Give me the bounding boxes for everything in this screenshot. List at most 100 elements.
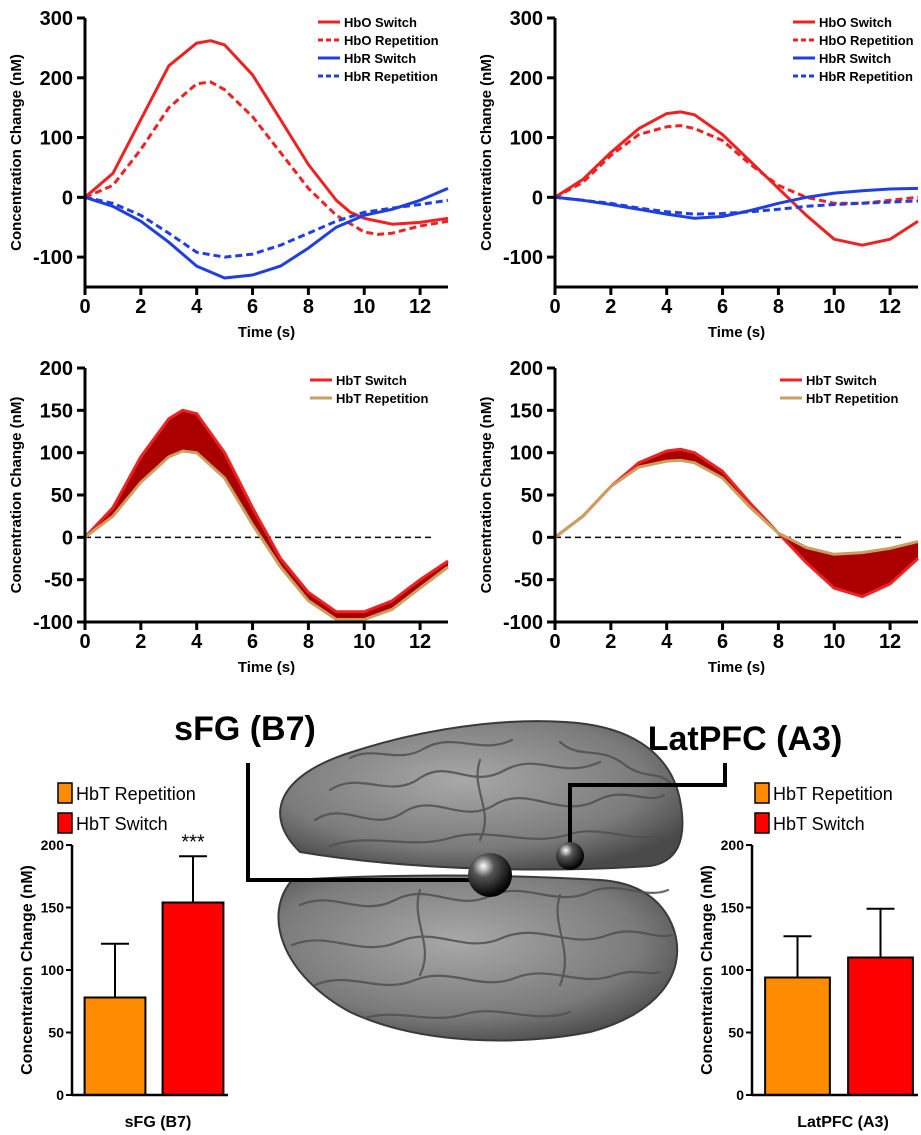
x-axis-label: LatPFC (A3) <box>797 1114 889 1131</box>
y-axis-label: Concentration Change (nM) <box>19 865 36 1075</box>
bar-hbt-repetition <box>83 996 147 1096</box>
significance-annotation: *** <box>181 831 205 853</box>
y-tick-label: 150 <box>40 400 73 422</box>
y-tick-label: 150 <box>510 400 543 422</box>
series-line-hbt-switch <box>83 408 449 614</box>
y-tick-label: 0 <box>62 187 73 209</box>
x-axis-label: Time (s) <box>708 324 765 341</box>
y-tick-label: 300 <box>510 8 543 30</box>
x-tick-label: 2 <box>605 631 616 653</box>
x-tick-label: 4 <box>661 296 673 318</box>
x-tick-label: 10 <box>823 631 845 653</box>
series-line-hbo-repetition <box>84 80 449 236</box>
y-tick-label: 100 <box>40 128 73 150</box>
x-axis-label: Time (s) <box>238 324 295 341</box>
legend-swatch <box>57 782 73 804</box>
connector-line-latpfc <box>568 763 727 852</box>
legend-label: HbR Repetition <box>344 69 438 84</box>
series-line-hbr-repetition <box>84 195 449 259</box>
legend-swatch <box>57 812 73 834</box>
y-tick-label: 200 <box>510 358 543 380</box>
y-tick-label: 200 <box>40 68 73 90</box>
difference-fill <box>555 449 918 597</box>
x-tick-label: 10 <box>353 631 375 653</box>
brain-illustration <box>246 720 727 1042</box>
y-tick-label: 100 <box>41 962 65 978</box>
x-tick-label: 2 <box>135 296 146 318</box>
y-tick-label: -100 <box>503 247 543 269</box>
legend-label: HbT Repetition <box>76 784 196 804</box>
y-tick-label: 200 <box>41 837 65 853</box>
y-tick-label: 300 <box>40 8 73 30</box>
series-line-hbt-repetition <box>554 458 919 556</box>
x-tick-label: 0 <box>549 296 560 318</box>
y-axis-label: Concentration Change (nM) <box>478 397 495 594</box>
y-tick-label: -100 <box>33 612 73 634</box>
chart-bars-latpfc: 0 50 100 150 200 LatPFC (A3) Concentration Cha… <box>699 782 918 1131</box>
x-tick-label: 0 <box>79 296 90 318</box>
electrode-marker-latpfc <box>556 842 584 870</box>
difference-fill <box>85 410 448 620</box>
y-tick-label: 150 <box>41 900 65 916</box>
y-tick-label: -50 <box>514 570 543 592</box>
legend-label: HbT Switch <box>806 373 877 388</box>
x-axis-label: sFG (B7) <box>125 1114 192 1131</box>
x-tick-label: 10 <box>353 296 375 318</box>
x-axis-label: Time (s) <box>708 659 765 676</box>
x-tick-label: 12 <box>409 296 431 318</box>
y-tick-label: 50 <box>48 1025 64 1041</box>
series-line-hbo-switch <box>84 39 449 226</box>
y-axis-label: Concentration Change (nM) <box>699 865 716 1075</box>
y-tick-label: 0 <box>62 527 73 549</box>
x-tick-label: 6 <box>717 296 728 318</box>
y-tick-label: 150 <box>721 900 745 916</box>
y-tick-label: 0 <box>532 527 543 549</box>
x-tick-label: 8 <box>773 631 784 653</box>
chart-hb-latpfc: -100 0 100 200 300 0 2 4 6 8 10 12 Time (s) Concentra… <box>478 8 919 341</box>
legend-label: HbT Repetition <box>806 391 898 406</box>
region-title-latpfc: LatPFC (A3) <box>648 720 843 758</box>
x-tick-label: 12 <box>879 296 901 318</box>
legend-swatch <box>754 782 770 804</box>
legend-label: HbR Repetition <box>819 69 913 84</box>
x-tick-label: 10 <box>823 296 845 318</box>
legend-label: HbO Switch <box>344 15 417 30</box>
x-tick-label: 0 <box>79 631 90 653</box>
x-tick-label: 2 <box>135 631 146 653</box>
x-tick-label: 0 <box>549 631 560 653</box>
chart-hb-sfg: -100 0 100 200 300 0 2 4 6 8 10 12 Time (s) Concentra… <box>8 8 449 341</box>
x-tick-label: 4 <box>191 631 203 653</box>
y-axis-label: Concentration Change (nM) <box>478 54 495 251</box>
legend-label: HbR Switch <box>819 51 891 66</box>
y-tick-label: 50 <box>728 1025 744 1041</box>
legend-label: HbO Repetition <box>819 33 914 48</box>
legend-label: HbO Repetition <box>344 33 439 48</box>
y-tick-label: 100 <box>721 962 745 978</box>
x-tick-label: 8 <box>303 296 314 318</box>
legend-label: HbT Repetition <box>336 391 428 406</box>
region-title-sfg: sFG (B7) <box>174 710 316 748</box>
connector-line-sfg <box>246 763 490 882</box>
y-tick-label: 200 <box>510 68 543 90</box>
series-line-hbt-repetition <box>84 449 449 621</box>
x-tick-label: 8 <box>303 631 314 653</box>
legend-label: HbT Switch <box>773 814 865 834</box>
legend-label: HbT Switch <box>76 814 168 834</box>
y-tick-label: 50 <box>51 485 73 507</box>
y-tick-label: 0 <box>736 1087 744 1103</box>
chart-hbt-latpfc: -100 -50 0 50 100 150 200 0 2 4 6 8 10 12 Time (s) Conc… <box>478 358 920 676</box>
y-tick-label: 50 <box>521 485 543 507</box>
y-tick-label: -100 <box>503 612 543 634</box>
y-axis-label: Concentration Change (nM) <box>8 54 25 251</box>
y-tick-label: 0 <box>56 1087 64 1103</box>
chart-hbt-sfg: -100 -50 0 50 100 150 200 0 2 4 6 8 10 12 Time (s) Conc… <box>8 358 449 676</box>
y-tick-label: 100 <box>40 443 73 465</box>
electrode-marker-sfg <box>468 853 512 897</box>
x-tick-label: 6 <box>717 631 728 653</box>
y-tick-label: 200 <box>40 358 73 380</box>
series-line-hbo-switch <box>554 110 919 247</box>
chart-bars-sfg: *** 0 50 100 150 200 sFG (B7) Concentration Cha… <box>19 782 228 1131</box>
bar-hbt-switch <box>161 901 225 1096</box>
x-tick-label: 6 <box>247 631 258 653</box>
